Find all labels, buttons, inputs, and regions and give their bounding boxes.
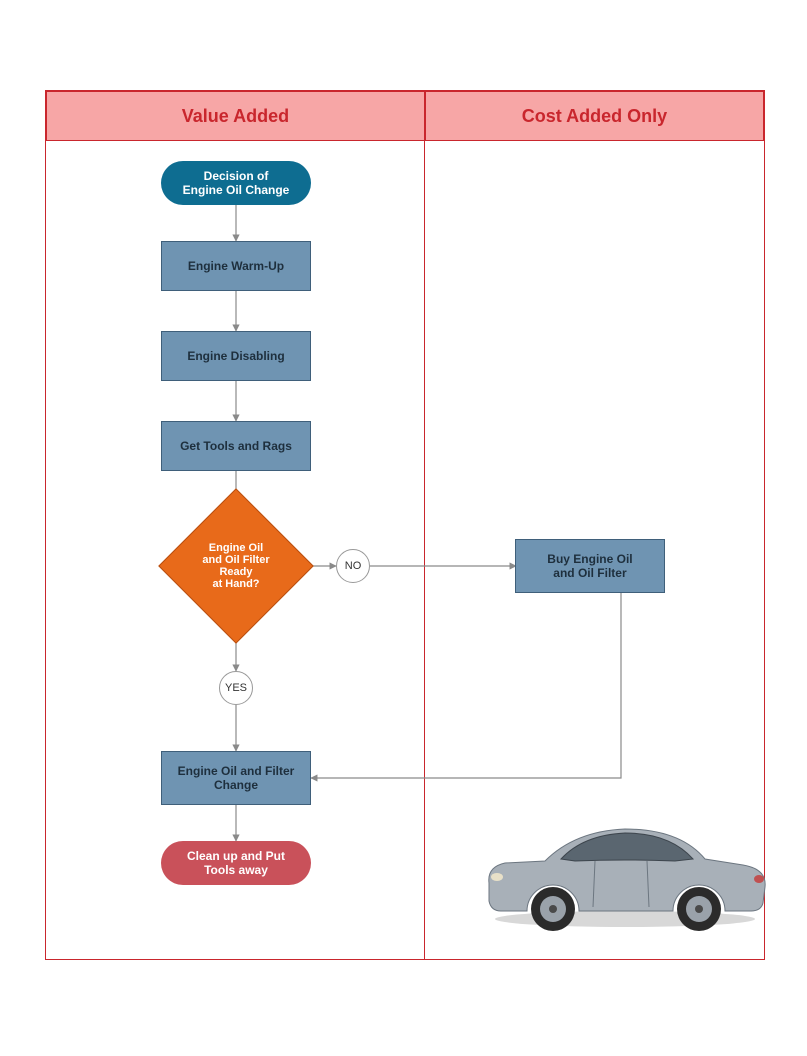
node-decision-label: Engine Oil and Oil Filter Ready at Hand? (181, 511, 291, 621)
swimlane-container: Value Added Cost Added Only (45, 90, 765, 960)
header-cost-added: Cost Added Only (425, 91, 764, 141)
car-icon (475, 811, 775, 931)
node-buy: Buy Engine Oil and Oil Filter (515, 539, 665, 593)
node-decision: Engine Oil and Oil Filter Ready at Hand? (181, 511, 291, 621)
node-tools: Get Tools and Rags (161, 421, 311, 471)
node-no: NO (336, 549, 370, 583)
lane-cost-added: Buy Engine Oil and Oil Filter (425, 141, 764, 959)
node-disable: Engine Disabling (161, 331, 311, 381)
lane-value-added: Decision of Engine Oil Change Engine War… (46, 141, 425, 959)
swimlane-header: Value Added Cost Added Only (46, 91, 764, 141)
node-warmup: Engine Warm-Up (161, 241, 311, 291)
header-value-added: Value Added (46, 91, 425, 141)
node-yes: YES (219, 671, 253, 705)
node-end: Clean up and Put Tools away (161, 841, 311, 885)
swimlane-body: Decision of Engine Oil Change Engine War… (46, 141, 764, 959)
node-change: Engine Oil and Filter Change (161, 751, 311, 805)
node-start: Decision of Engine Oil Change (161, 161, 311, 205)
